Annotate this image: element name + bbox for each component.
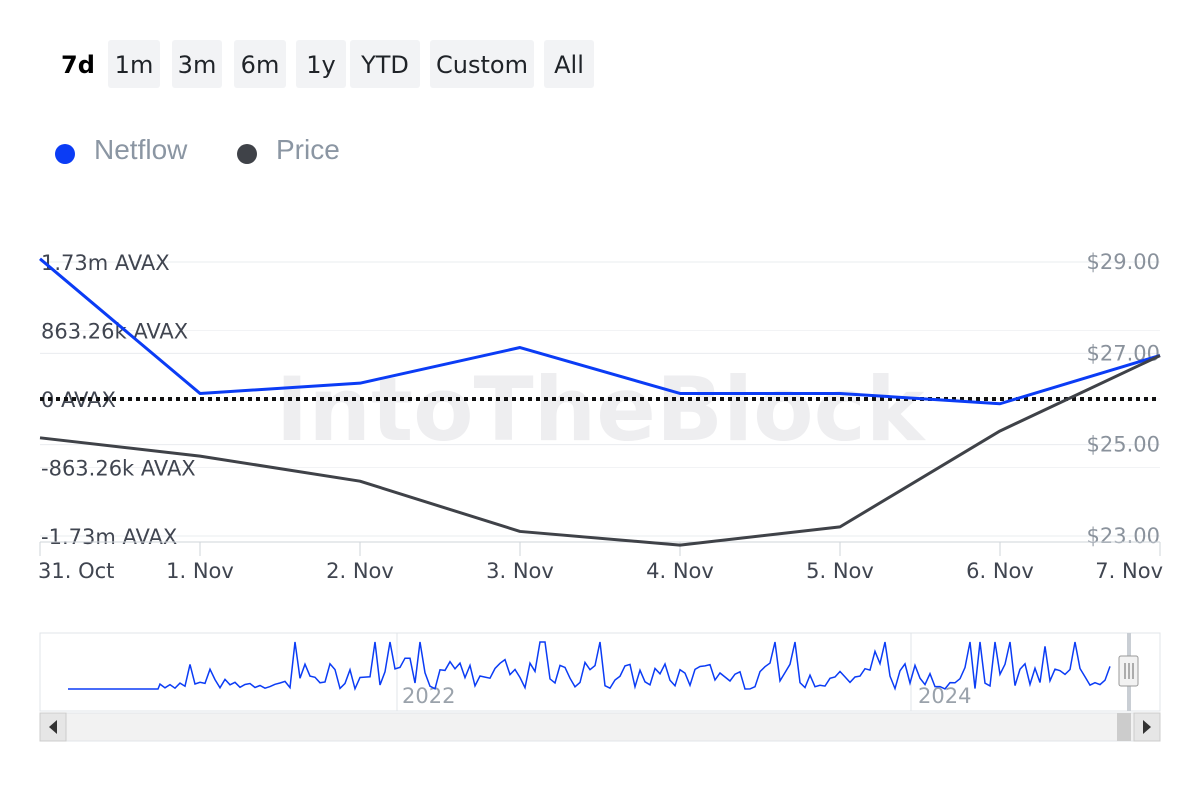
x-tick-label: 31. Oct	[38, 559, 114, 583]
navigator-year-label: 2024	[918, 684, 971, 708]
scrollbar-track	[39, 712, 1161, 742]
x-tick-label: 1. Nov	[166, 559, 234, 583]
range-all-button[interactable]: All	[544, 40, 594, 88]
series-line-netflow	[39, 257, 1161, 406]
navigator: 2022 2024	[39, 632, 1161, 742]
legend-price-label: Price	[276, 134, 340, 165]
legend-netflow-marker	[55, 144, 75, 164]
y-axis-right: $29.00$27.00$25.00$23.00	[1087, 250, 1160, 548]
y-right-tick-label: $25.00	[1087, 433, 1160, 457]
arrow-left-icon	[49, 720, 57, 734]
arrow-right-icon	[1143, 720, 1151, 734]
watermark-text: IntoTheBlock	[276, 358, 927, 461]
watermark: IntoTheBlock	[276, 358, 927, 461]
x-tick-label: 3. Nov	[486, 559, 554, 583]
x-tick-label: 5. Nov	[806, 559, 874, 583]
range-custom-button[interactable]: Custom	[430, 40, 534, 88]
legend-price-marker	[237, 144, 257, 164]
y-right-tick-label: $29.00	[1087, 250, 1160, 274]
range-3m-button[interactable]: 3m	[172, 40, 222, 88]
scrollbar-thumb[interactable]	[1117, 713, 1131, 741]
y-left-tick-label: 1.73m AVAX	[41, 251, 170, 275]
range-7d-button[interactable]: 7d	[61, 51, 95, 79]
navigator-sparkline	[68, 641, 1111, 692]
range-1y-button[interactable]: 1y	[296, 40, 346, 88]
legend-netflow-label: Netflow	[94, 134, 188, 165]
range-1m-button[interactable]: 1m	[108, 40, 160, 88]
y-left-tick-label: -1.73m AVAX	[41, 525, 177, 549]
range-ytd-button[interactable]: YTD	[350, 40, 420, 88]
chart-series	[39, 257, 1161, 547]
y-left-tick-label: -863.26k AVAX	[41, 457, 196, 481]
y-left-tick-label: 0 AVAX	[41, 388, 116, 412]
legend-item-netflow[interactable]: Netflow	[52, 130, 222, 174]
x-tick-label: 2. Nov	[326, 559, 394, 583]
x-tick-label: 6. Nov	[966, 559, 1034, 583]
x-axis: 31. Oct 1. Nov 2. Nov 3. Nov 4. Nov 5. Nov 6. …	[38, 541, 1163, 583]
series-line-price	[39, 354, 1161, 547]
x-tick-label: 7. Nov	[1095, 559, 1163, 583]
range-6m-button[interactable]: 6m	[234, 40, 286, 88]
y-right-tick-label: $23.00	[1087, 524, 1160, 548]
x-tick-label: 4. Nov	[646, 559, 714, 583]
legend-item-price[interactable]: Price	[234, 130, 364, 174]
navigator-year-label: 2022	[402, 684, 455, 708]
